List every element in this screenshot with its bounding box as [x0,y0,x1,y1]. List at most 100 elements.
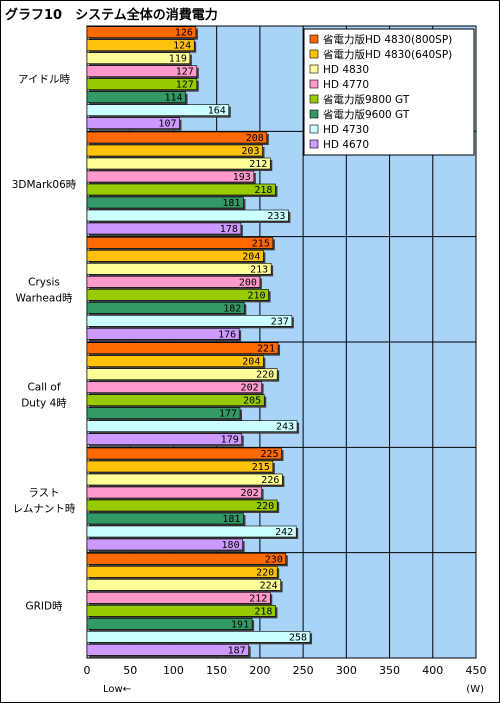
legend-entry: HD 4770 [323,79,369,91]
bar-value-label: 126 [175,28,193,39]
bar [86,499,278,512]
bar [86,592,271,604]
category-label: アイドル時 [18,74,70,86]
legend-swatch [309,124,319,134]
legend-swatch [309,49,319,59]
bar [86,473,283,486]
x-tick-label: 100 [163,664,184,677]
bar-value-label: 202 [241,488,259,499]
bar [86,39,195,51]
bar [86,263,272,275]
legend-entry: HD 4730 [323,124,369,136]
bar [86,420,298,432]
bar-value-label: 204 [242,357,260,368]
bar [86,605,276,617]
bar [86,328,240,340]
legend-entry: 省電力版9600 GT [323,108,410,121]
x-tick-label: 350 [379,664,400,677]
bar [86,460,274,473]
bar [86,302,245,314]
x-tick-label: 0 [84,664,91,677]
bar-value-label: 193 [233,172,251,183]
bar [86,618,253,630]
bar [86,26,197,38]
category-label: GRID時 [25,600,63,612]
bar-value-label: 208 [246,133,264,144]
bar-value-label: 215 [252,462,270,473]
bar-value-label: 215 [252,238,270,249]
bar [86,315,293,327]
category-label: ラスト [28,487,59,499]
bar-value-label: 242 [275,527,293,538]
legend-swatch [309,94,319,104]
unit-label: (W) [466,684,484,695]
bar-value-label: 124 [173,41,191,52]
bar [86,276,261,288]
legend-swatch [309,34,319,44]
bar [86,157,271,170]
category-label: Duty 4時 [21,398,67,410]
bar [86,250,264,262]
bar-value-label: 127 [176,67,194,78]
bar [86,117,180,129]
bar [86,525,297,538]
legend-box [303,28,475,156]
bar-value-label: 258 [289,632,307,643]
bar-value-label: 107 [158,119,176,130]
x-tick-label: 150 [206,664,227,677]
bar [86,170,255,183]
bar [86,407,241,419]
bar-value-label: 177 [219,409,237,420]
x-tick-label: 400 [422,664,443,677]
bar-value-label: 176 [218,329,236,340]
bar-value-label: 220 [256,567,274,578]
legend-swatch [309,139,319,149]
bar [86,579,281,591]
legend-entry: HD 4670 [323,139,369,151]
x-tick-label: 250 [293,664,314,677]
bar-value-label: 164 [208,106,226,117]
bar-value-label: 191 [231,619,249,630]
category-label: Crysis [28,276,60,288]
bar-value-label: 220 [256,501,274,512]
legend-entry: 省電力版HD 4830(800SP) [323,33,452,46]
bar-value-label: 119 [169,54,187,65]
bar-value-label: 225 [260,449,278,460]
bar-value-label: 210 [247,290,265,301]
bar-value-label: 218 [254,606,272,617]
bar [86,144,263,157]
bar [86,342,279,354]
x-tick-label: 300 [336,664,357,677]
bar [86,104,230,116]
x-tick-label: 450 [466,664,487,677]
bar [86,447,282,460]
bar-value-label: 180 [222,540,240,551]
bar [86,78,198,90]
bar [86,289,269,301]
bar-value-label: 200 [239,277,257,288]
bar-value-label: 187 [228,645,246,656]
bar-value-label: 212 [249,593,267,604]
bar [86,631,311,643]
bar [86,381,262,393]
bar [86,394,265,406]
bar-value-label: 181 [222,198,240,209]
bar [86,222,242,235]
bar [86,538,243,551]
bar-value-label: 205 [243,396,261,407]
legend-entry: 省電力版9800 GT [323,93,410,106]
bar [86,65,198,77]
category-label: Warhead時 [16,292,73,304]
bar [86,183,276,196]
bar-value-label: 204 [242,251,260,262]
bar [86,209,289,222]
legend-entry: 省電力版HD 4830(640SP) [323,48,452,61]
category-label: Call of [27,382,60,394]
bar [86,52,191,64]
bar [86,196,244,209]
bar [86,512,244,525]
bar-value-label: 182 [223,303,241,314]
x-axis-label: Low← [103,684,131,695]
bar [86,131,268,144]
